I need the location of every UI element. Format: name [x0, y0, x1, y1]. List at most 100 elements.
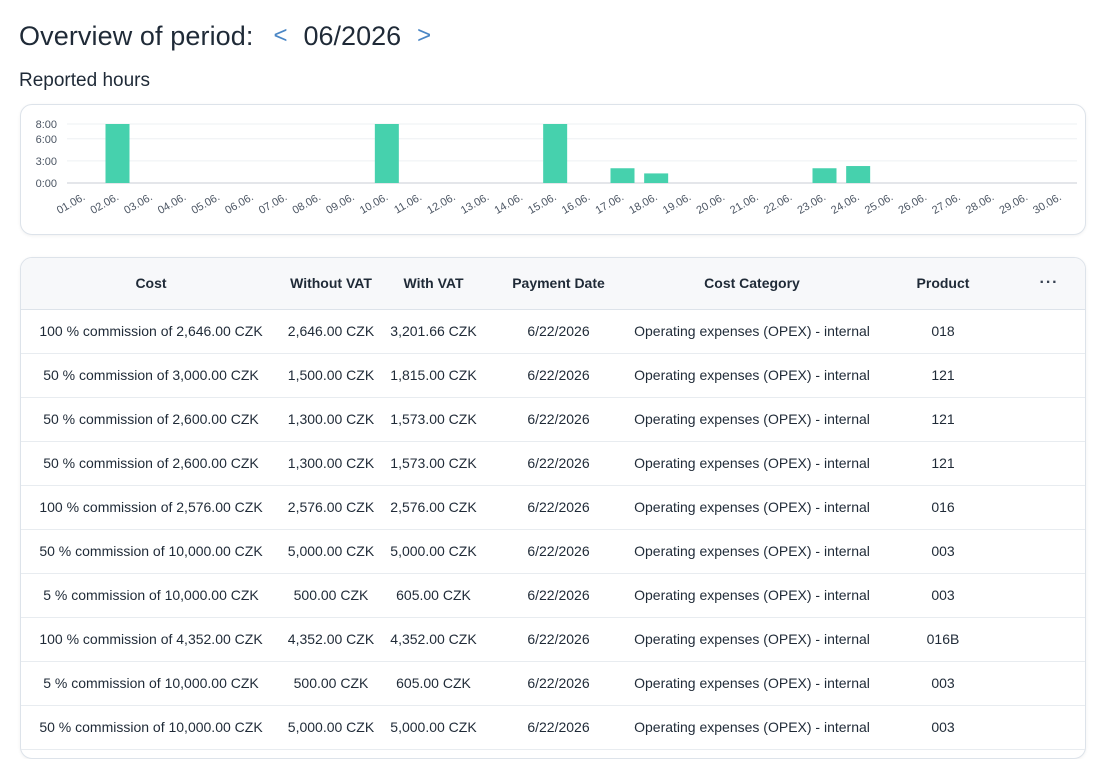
- column-menu-button[interactable]: ···: [1013, 258, 1085, 310]
- x-tick-label: 03.06.: [122, 191, 154, 217]
- cell-actions: [1013, 705, 1085, 750]
- cell-without-vat: 5,000.00 CZK: [281, 529, 381, 574]
- x-tick-label: 11.06.: [392, 191, 424, 216]
- column-header-with-vat[interactable]: With VAT: [381, 258, 486, 310]
- bar[interactable]: [543, 124, 568, 183]
- cell-with-vat: 605.00 CZK: [381, 573, 486, 618]
- cell-product: 003: [873, 661, 1013, 706]
- table-row[interactable]: 100 % commission of 2,576.00 CZK 2,576.00…: [21, 485, 1085, 530]
- cell-product: 003: [873, 705, 1013, 750]
- table-row[interactable]: 50 % commission of 10,000.00 CZK 5,000.00…: [21, 529, 1085, 574]
- x-tick-label: 12.06.: [425, 191, 457, 217]
- cell-actions: [1013, 441, 1085, 486]
- x-tick-label: 08.06.: [291, 191, 323, 217]
- cell-without-vat: 1,300.00 CZK: [281, 397, 381, 442]
- table-row[interactable]: 50 % commission of 10,000.00 CZK 5,000.00…: [21, 705, 1085, 750]
- column-header-without-vat[interactable]: Without VAT: [281, 258, 381, 310]
- x-tick-label: 18.06.: [627, 191, 659, 217]
- table-row[interactable]: 50 % commission of 2,600.00 CZK 1,300.00 …: [21, 397, 1085, 442]
- cell-product: 121: [873, 353, 1013, 398]
- cell-actions: [1013, 309, 1085, 354]
- x-tick-label: 29.06.: [998, 191, 1030, 217]
- cell-payment-date: 6/22/2026: [486, 353, 631, 398]
- cell-with-vat: 5,000.00 CZK: [381, 529, 486, 574]
- cell-cost-category: Operating expenses (OPEX) - internal: [631, 485, 873, 530]
- column-header-product[interactable]: Product: [873, 258, 1013, 310]
- column-header-cost-category[interactable]: Cost Category: [631, 258, 873, 310]
- bar[interactable]: [812, 168, 837, 183]
- cell-cost: 50 % commission of 10,000.00 CZK: [21, 529, 281, 574]
- cell-payment-date: 6/22/2026: [486, 397, 631, 442]
- x-tick-label: 19.06.: [661, 191, 693, 217]
- cell-with-vat: 4,352.00 CZK: [381, 617, 486, 662]
- x-tick-label: 05.06.: [190, 191, 222, 217]
- page-title: Overview of period:: [19, 20, 254, 51]
- table-header-row: Cost Without VAT With VAT Payment Date C…: [21, 258, 1085, 310]
- cell-with-vat: 3,201.66 CZK: [381, 309, 486, 354]
- cell-cost: 5 % commission of 10,000.00 CZK: [21, 661, 281, 706]
- bar[interactable]: [105, 124, 130, 183]
- cell-cost: 50 % commission of 3,000.00 CZK: [21, 353, 281, 398]
- table-row[interactable]: 50 % commission of 3,000.00 CZK 1,500.00 …: [21, 353, 1085, 398]
- bar[interactable]: [374, 124, 399, 183]
- cell-actions: [1013, 353, 1085, 398]
- cell-with-vat: 1,573.00 CZK: [381, 441, 486, 486]
- cell-product: 121: [873, 441, 1013, 486]
- next-period-button[interactable]: >: [417, 22, 432, 49]
- cell-payment-date: 6/22/2026: [486, 661, 631, 706]
- cell-cost-category: Operating expenses (OPEX) - internal: [631, 397, 873, 442]
- cell-product: 121: [873, 397, 1013, 442]
- cell-payment-date: 6/22/2026: [486, 309, 631, 354]
- cell-payment-date: 6/22/2026: [486, 617, 631, 662]
- cell-without-vat: 4,352.00 CZK: [281, 617, 381, 662]
- cell-without-vat: 2,576.00 CZK: [281, 485, 381, 530]
- cell-cost: 100 % commission of 2,576.00 CZK: [21, 485, 281, 530]
- x-tick-label: 21.06.: [728, 191, 760, 217]
- cell-cost-category: Operating expenses (OPEX) - internal: [631, 441, 873, 486]
- x-tick-label: 02.06.: [89, 191, 121, 217]
- table-row[interactable]: 100 % commission of 4,352.00 CZK 4,352.00…: [21, 617, 1085, 662]
- x-tick-label: 27.06.: [930, 191, 962, 217]
- cell-payment-date: 6/22/2026: [486, 705, 631, 750]
- column-header-cost[interactable]: Cost: [21, 258, 281, 310]
- bar[interactable]: [846, 166, 871, 183]
- table-row[interactable]: 100 % commission of 2,646.00 CZK 2,646.00…: [21, 309, 1085, 354]
- cell-actions: [1013, 529, 1085, 574]
- cell-cost-category: Operating expenses (OPEX) - internal: [631, 309, 873, 354]
- cell-product: 018: [873, 309, 1013, 354]
- cell-actions: [1013, 617, 1085, 662]
- cell-product: 016: [873, 485, 1013, 530]
- cell-with-vat: 1,815.00 CZK: [381, 353, 486, 398]
- cell-cost-category: Operating expenses (OPEX) - internal: [631, 617, 873, 662]
- x-tick-label: 22.06.: [762, 191, 794, 217]
- cell-product: 003: [873, 529, 1013, 574]
- cell-cost: 100 % commission of 4,352.00 CZK: [21, 617, 281, 662]
- cell-actions: [1013, 397, 1085, 442]
- x-tick-label: 20.06.: [695, 191, 727, 217]
- cell-actions: [1013, 573, 1085, 618]
- cell-without-vat: 500.00 CZK: [281, 661, 381, 706]
- cell-actions: [1013, 661, 1085, 706]
- x-tick-label: 13.06.: [459, 191, 491, 217]
- cell-cost-category: Operating expenses (OPEX) - internal: [631, 661, 873, 706]
- cell-cost: 50 % commission of 2,600.00 CZK: [21, 397, 281, 442]
- cell-cost: 5 % commission of 10,000.00 CZK: [21, 573, 281, 618]
- cell-cost-category: Operating expenses (OPEX) - internal: [631, 705, 873, 750]
- x-tick-label: 15.06.: [526, 191, 558, 217]
- period-value: 06/2026: [303, 20, 402, 51]
- table-row[interactable]: 5 % commission of 10,000.00 CZK 500.00 CZ…: [21, 573, 1085, 618]
- cell-without-vat: 2,646.00 CZK: [281, 309, 381, 354]
- bar[interactable]: [644, 173, 669, 183]
- prev-period-button[interactable]: <: [273, 22, 288, 49]
- table-row[interactable]: 50 % commission of 2,600.00 CZK 1,300.00 …: [21, 441, 1085, 486]
- x-tick-label: 16.06.: [560, 191, 592, 217]
- cell-with-vat: 605.00 CZK: [381, 661, 486, 706]
- column-header-payment-date[interactable]: Payment Date: [486, 258, 631, 310]
- x-tick-label: 01.06.: [55, 191, 87, 217]
- bar[interactable]: [610, 168, 635, 183]
- cell-actions: [1013, 485, 1085, 530]
- table-row[interactable]: 5 % commission of 10,000.00 CZK 500.00 CZ…: [21, 661, 1085, 706]
- x-tick-label: 10.06.: [358, 191, 390, 217]
- cell-cost: 100 % commission of 2,646.00 CZK: [21, 309, 281, 354]
- cell-payment-date: 6/22/2026: [486, 573, 631, 618]
